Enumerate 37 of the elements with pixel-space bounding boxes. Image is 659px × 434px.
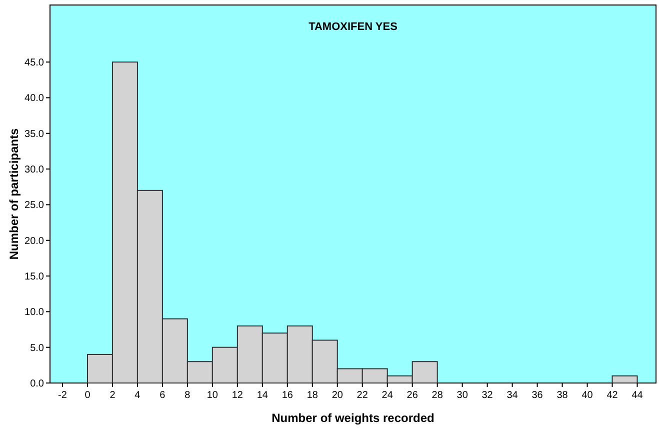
x-tick-label: 8 <box>184 390 191 401</box>
x-tick-label: 4 <box>134 390 141 401</box>
y-axis-title: Number of participants <box>7 128 21 260</box>
x-tick-label: 20 <box>332 390 344 401</box>
y-tick-label: 15.0 <box>24 272 44 283</box>
x-tick-label: 6 <box>160 390 166 401</box>
x-tick-label: 14 <box>256 390 268 401</box>
x-tick-label: 2 <box>110 390 116 401</box>
x-tick-label: 36 <box>532 390 544 401</box>
x-tick-label: 34 <box>506 390 518 401</box>
x-tick-label: 32 <box>482 390 494 401</box>
x-tick-label: 42 <box>606 390 618 401</box>
x-tick-label: 24 <box>382 390 394 401</box>
y-tick-label: 20.0 <box>24 236 44 247</box>
y-tick-label: 5.0 <box>30 342 44 354</box>
x-tick-label: 30 <box>456 390 468 401</box>
x-tick-label: 26 <box>406 390 418 401</box>
x-tick-label: 0 <box>84 390 91 401</box>
y-tick-label: 45.0 <box>24 58 44 69</box>
y-tick-label: 35.0 <box>24 128 44 140</box>
x-tick-label: 40 <box>582 390 594 401</box>
x-tick-label: 18 <box>306 390 318 401</box>
x-tick-label: 44 <box>632 390 644 401</box>
x-tick-label: 22 <box>356 390 368 401</box>
x-tick-label: -2 <box>58 390 68 401</box>
x-tick-label: 16 <box>282 390 294 401</box>
y-tick-label: 25.0 <box>24 200 44 212</box>
x-tick-label: 38 <box>556 390 568 401</box>
y-tick-label: 40.0 <box>24 93 44 104</box>
x-axis-title: Number of weights recorded <box>272 411 434 425</box>
x-tick-label: 28 <box>432 390 444 401</box>
y-tick-label: 30.0 <box>24 164 44 176</box>
x-tick-label: 12 <box>232 390 244 401</box>
text: TAMOXIFEN YES <box>308 21 398 33</box>
y-tick-label: 10.0 <box>24 307 44 318</box>
y-tick-label: 0.0 <box>30 378 44 390</box>
x-tick-label: 10 <box>206 390 218 401</box>
